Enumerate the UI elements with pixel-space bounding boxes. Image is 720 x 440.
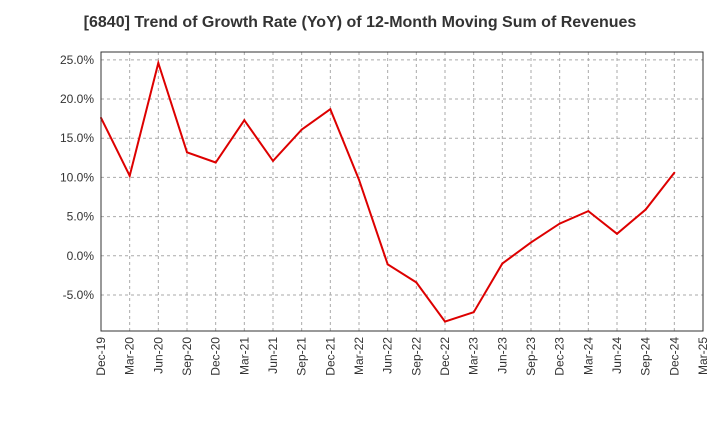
data-point: [329, 108, 332, 111]
data-point: [386, 263, 389, 266]
data-point: [128, 174, 131, 177]
data-point: [358, 178, 360, 181]
y-tick-label: 0.0%: [67, 249, 95, 263]
x-tick-label: Sep-21: [295, 337, 309, 376]
x-tick-label: Dec-23: [553, 337, 567, 376]
data-point: [272, 159, 274, 162]
data-point: [243, 119, 246, 122]
x-tick-label: Jun-21: [266, 337, 280, 374]
chart-title: [6840] Trend of Growth Rate (YoY) of 12-…: [83, 14, 637, 31]
x-tick-label: Sep-20: [180, 337, 194, 376]
x-tick-label: Dec-24: [667, 337, 681, 376]
x-tick-label: Mar-25: [696, 337, 710, 375]
x-tick-label: Mar-20: [123, 337, 137, 375]
x-tick-label: Dec-22: [438, 337, 452, 376]
plot-frame: [100, 51, 704, 332]
data-point: [587, 210, 590, 213]
data-point: [157, 61, 160, 64]
grid-lines: [100, 52, 704, 331]
data-point: [415, 281, 418, 284]
x-tick-label: Sep-24: [639, 337, 653, 376]
y-axis-tick-labels: -5.0% 0.0% 5.0% 10.0% 15.0% 20.0% 25.0%: [60, 53, 94, 302]
y-tick-label: 20.0%: [60, 92, 94, 106]
y-tick-label: 25.0%: [60, 53, 94, 67]
y-tick-label: 10.0%: [60, 170, 94, 184]
data-point: [186, 151, 188, 154]
x-tick-label: Dec-21: [323, 337, 337, 376]
data-point: [673, 171, 676, 174]
data-point: [558, 222, 561, 225]
x-tick-label: Mar-21: [237, 337, 251, 375]
x-tick-label: Jun-24: [610, 337, 624, 374]
y-tick-label: 15.0%: [60, 131, 94, 145]
y-tick-label: -5.0%: [63, 288, 95, 302]
x-tick-label: Mar-22: [352, 337, 366, 375]
data-point: [616, 232, 618, 235]
data-point: [530, 241, 532, 244]
x-tick-label: Mar-24: [581, 337, 595, 375]
x-tick-label: Jun-23: [495, 337, 509, 374]
x-tick-label: Dec-19: [94, 337, 108, 376]
x-tick-label: Sep-22: [409, 337, 423, 376]
x-tick-label: Jun-22: [381, 337, 395, 374]
x-axis-tick-labels: Dec-19 Mar-20 Jun-20 Sep-20 Dec-20 Mar-21 Jun-…: [94, 337, 710, 376]
data-point: [444, 320, 446, 323]
x-tick-label: Jun-20: [151, 337, 165, 374]
data-point: [300, 128, 303, 131]
data-point: [501, 262, 504, 265]
x-tick-label: Mar-23: [467, 337, 481, 375]
data-point: [644, 208, 647, 211]
x-tick-label: Sep-23: [524, 337, 538, 376]
y-tick-label: 5.0%: [67, 210, 95, 224]
data-point: [214, 161, 217, 164]
data-point: [472, 311, 475, 314]
x-tick-label: Dec-20: [209, 337, 223, 376]
